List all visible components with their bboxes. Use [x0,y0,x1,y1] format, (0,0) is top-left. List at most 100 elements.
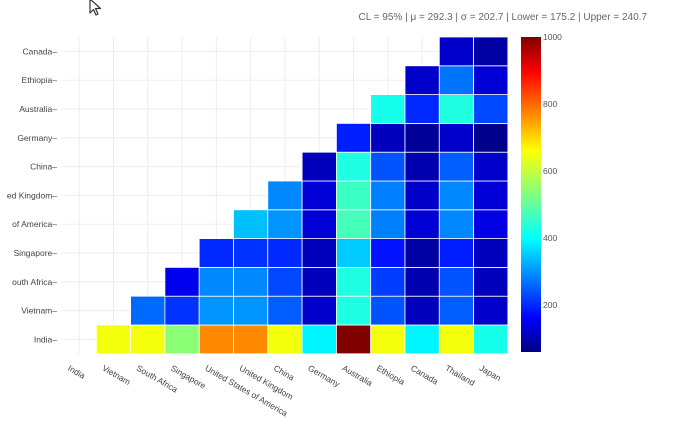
colorbar-tick-label: 600 [543,166,557,176]
heatmap-cell-china-australia [335,151,372,182]
heatmap-cell-vietnam-thailand [438,295,474,326]
heatmap-cell-vietnam-united-states-of-america [198,295,234,326]
heatmap-cell-germany-japan [473,123,509,153]
heatmap-cell-india-south-africa [130,324,166,355]
heatmap-cell-south-africa-china [267,266,303,297]
heatmap-cell-australia-canada [404,94,440,124]
heatmap-cell-vietnam-ethiopia [370,295,406,326]
heatmap-cell-united-states-of-america-australia [335,209,372,240]
heatmap-cell-united-states-of-america-ethiopia [370,209,406,240]
heatmap-cell-india-vietnam [95,324,132,355]
heatmap-cell-canada-japan [473,36,509,67]
colorbar-tick-label: 1000 [543,32,562,42]
heatmap-cell-united-kingdom-japan [473,180,509,211]
heatmap-cell-vietnam-united-kingdom [233,295,269,326]
heatmap-cell-india-australia [335,324,372,355]
x-tick-label: Japan [478,363,503,383]
y-tick-label: Ethiopia– [22,75,58,85]
heatmap-cell-india-china [267,324,303,355]
heatmap-cell-china-canada [404,151,440,182]
heatmap-cell-india-germany [301,324,337,355]
heatmap-cell-australia-ethiopia [370,94,406,124]
heatmap-cell-united-kingdom-germany [301,180,337,211]
heatmap-cell-india-canada [404,324,440,355]
x-tick-label: Australia [341,363,375,388]
x-tick-label: Canada [409,363,440,387]
heatmap-cell-united-states-of-america-japan [473,209,509,240]
stats-summary: CL = 95% | μ = 292.3 | σ = 202.7 | Lower… [358,12,647,23]
heatmap-cell-vietnam-germany [301,295,337,326]
x-axis-ticks: India Vietnam South AfricaSingaporeUnited … [66,363,503,419]
heatmap-cell-singapore-china [267,238,303,268]
mouse-pointer-icon [89,0,102,16]
heatmap-cell-united-states-of-america-canada [404,209,440,240]
colorbar-tick-label: 400 [543,233,557,243]
heatmap-cell-singapore-united-states-of-america [198,238,234,268]
y-tick-label: outh Africa– [12,277,57,287]
heatmap-cell-germany-canada [404,123,440,153]
y-tick-label: of America– [12,219,57,229]
y-axis-ticks: India– Vietnam– outh Africa– Singapore– of A… [7,46,57,344]
heatmap-cell-south-africa-singapore [164,266,200,297]
x-tick-label: Vietnam [100,363,132,387]
heatmap-cell-singapore-ethiopia [370,238,406,268]
heatmap-cell-australia-thailand [438,94,474,124]
x-tick-label: India [66,363,87,381]
heatmap-cell-india-united-states-of-america [198,324,234,355]
heatmap-cell-germany-ethiopia [370,123,406,153]
heatmap-cells [95,36,509,355]
colorbar-gradient [521,37,541,352]
heatmap-cell-china-germany [301,151,337,182]
heatmap-cell-singapore-thailand [438,238,474,268]
heatmap-cell-singapore-japan [473,238,509,268]
heatmap-cell-ethiopia-japan [473,65,509,96]
heatmap-cell-vietnam-china [267,295,303,326]
heatmap-cell-ethiopia-thailand [438,65,474,96]
x-tick-label: Thailand [443,363,476,388]
heatmap-cell-singapore-canada [404,238,440,268]
heatmap-cell-china-japan [473,151,509,182]
heatmap-cell-india-thailand [438,324,474,355]
heatmap-cell-united-states-of-america-germany [301,209,337,240]
y-tick-label: Canada– [22,46,57,56]
colorbar-tick-label: 200 [543,300,557,310]
heatmap-cell-south-africa-japan [473,266,509,297]
heatmap-cell-singapore-germany [301,238,337,268]
x-tick-label: Germany [306,363,342,390]
heatmap-cell-india-japan [473,324,509,355]
heatmap-cell-south-africa-australia [335,266,372,297]
y-tick-label: Germany– [17,133,57,143]
heatmap-cell-united-kingdom-thailand [438,180,474,211]
heatmap-cell-united-states-of-america-united-kingdom [233,209,269,240]
y-tick-label: India– [34,334,57,344]
y-tick-label: Vietnam– [21,306,57,316]
heatmap-cell-vietnam-canada [404,295,440,326]
heatmap-cell-china-ethiopia [370,151,406,182]
heatmap-cell-australia-japan [473,94,509,124]
heatmap-cell-india-united-kingdom [233,324,269,355]
heatmap-cell-south-africa-canada [404,266,440,297]
heatmap-cell-vietnam-australia [335,295,372,326]
y-tick-label: ed Kingdom– [7,190,57,200]
x-tick-label: China [272,363,296,383]
heatmap-cell-vietnam-japan [473,295,509,326]
heatmap-cell-vietnam-singapore [164,295,200,326]
heatmap-cell-ethiopia-canada [404,65,440,96]
heatmap-cell-south-africa-thailand [438,266,474,297]
heatmap-cell-south-africa-united-states-of-america [198,266,234,297]
y-tick-label: Singapore– [14,248,58,258]
heatmap-cell-vietnam-south-africa [130,295,166,326]
heatmap-cell-germany-thailand [438,123,474,153]
heatmap-cell-south-africa-ethiopia [370,266,406,297]
x-tick-label: Ethiopia [375,363,407,387]
heatmap-cell-germany-australia [335,123,372,153]
heatmap-cell-china-thailand [438,151,474,182]
colorbar: 200 400 600 800 1000 [521,32,562,352]
heatmap-cell-united-kingdom-canada [404,180,440,211]
heatmap-cell-united-kingdom-ethiopia [370,180,406,211]
heatmap-cell-united-kingdom-china [267,180,303,211]
heatmap-cell-south-africa-united-kingdom [233,266,269,297]
heatmap-cell-united-kingdom-australia [335,180,372,211]
colorbar-tick-label: 800 [543,99,557,109]
